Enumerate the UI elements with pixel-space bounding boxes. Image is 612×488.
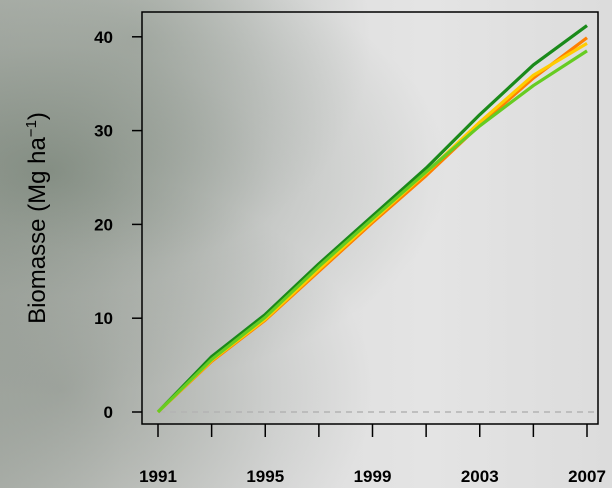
x-tick-label: 1995 [246,467,284,486]
x-axis: 1991 1995 1999 2003 2007 [139,424,606,486]
y-axis-label-close: ) [24,112,51,120]
x-tick-label: 2003 [461,467,499,486]
y-tick-label: 0 [104,403,113,422]
y-tick-label: 20 [94,215,113,234]
x-tick-label: 1999 [354,467,392,486]
y-axis-label-main: Biomasse (Mg ha [24,137,51,324]
plot-frame [141,11,599,425]
y-tick-label: 10 [94,309,113,328]
x-tick-label: 2007 [568,467,606,486]
series-line-1 [156,24,588,414]
series-line-3 [156,41,588,414]
x-tick-label: 1991 [139,467,177,486]
y-axis: 0 10 20 30 40 [94,28,142,422]
series-line-4 [156,49,588,414]
series-lines [156,24,588,414]
y-axis-label-superscript: −1 [23,120,40,137]
y-axis-label: Biomasse (Mg ha−1) [23,112,51,324]
y-tick-label: 30 [94,122,113,141]
y-tick-label: 40 [94,28,113,47]
